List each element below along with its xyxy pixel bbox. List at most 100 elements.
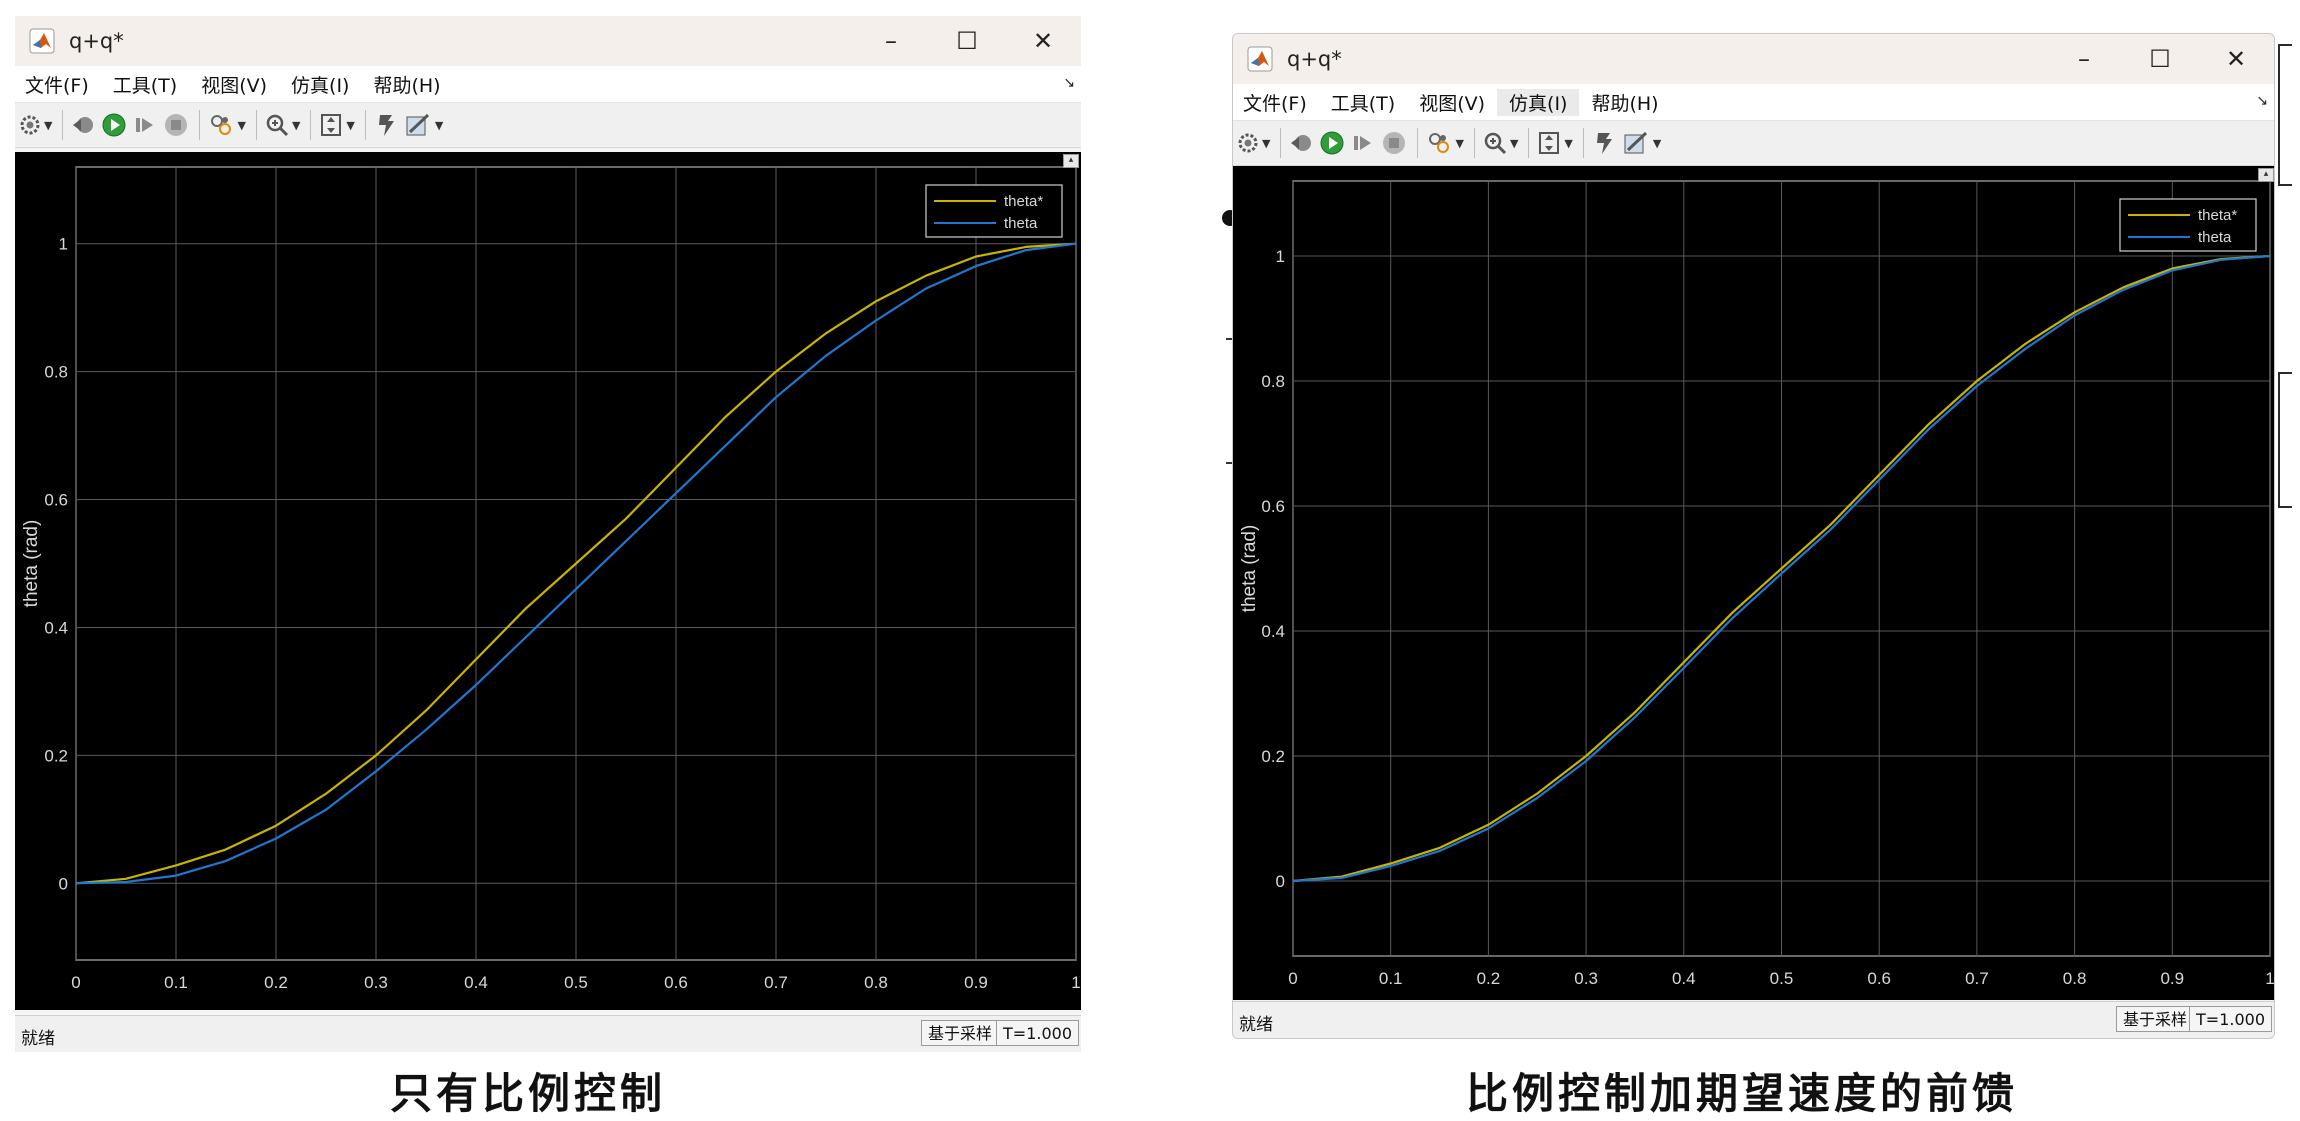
x-tick-label: 0.8 (2063, 969, 2087, 988)
close-button[interactable]: ✕ (2225, 45, 2247, 73)
maximize-button[interactable]: ☐ (956, 27, 978, 55)
run-button[interactable] (1319, 125, 1345, 161)
y-tick-label: 0.4 (1261, 622, 1285, 641)
y-tick-label: 1 (59, 235, 68, 254)
undock-icon[interactable]: ▴ (2258, 168, 2274, 182)
step-forward-icon (136, 118, 154, 132)
close-button[interactable]: ✕ (1032, 27, 1054, 55)
menu-tools[interactable]: 工具(T) (112, 74, 178, 97)
scope-plot-area[interactable]: 0 0.1 0.2 0.3 0.4 0.5 0.6 0.7 0.8 0.9 1 0 0.2 0.4 0.6 0… (15, 152, 1081, 1010)
step-forward-button[interactable] (133, 107, 157, 143)
stop-button[interactable] (163, 107, 189, 143)
signal-button[interactable] (374, 107, 398, 143)
status-bar: 就绪 基于采样 T=1.000 (15, 1015, 1081, 1052)
run-icon (1320, 131, 1344, 155)
y-tick-label: 0.8 (44, 363, 68, 382)
minimize-button[interactable]: – (2078, 45, 2090, 73)
highlight-icon (211, 115, 232, 135)
style-icon (406, 113, 429, 136)
toolbar-separator (1280, 128, 1282, 158)
scope-chart: 0 0.1 0.2 0.3 0.4 0.5 0.6 0.7 0.8 0.9 1 0 0.2 0.4 0.6 0… (1239, 180, 2274, 988)
menu-help[interactable]: 帮助(H) (1591, 92, 1659, 115)
maximize-button[interactable]: ☐ (2149, 45, 2171, 73)
highlight-button[interactable]: ▼ (1426, 125, 1464, 161)
x-tick-label: 0.4 (1672, 969, 1696, 988)
window-title: q+q* (1287, 47, 1342, 71)
step-forward-button[interactable] (1351, 125, 1375, 161)
step-back-icon (73, 117, 94, 133)
adjacent-window-edge (2278, 372, 2292, 508)
sim-time: T=1.000 (2189, 1006, 2272, 1032)
y-tick-label: 0.4 (44, 618, 68, 637)
step-forward-icon (1354, 136, 1372, 150)
sampling-mode: 基于采样 (2115, 1006, 2194, 1032)
signal-icon (1596, 133, 1612, 154)
step-back-button[interactable] (71, 107, 95, 143)
menu-help[interactable]: 帮助(H) (373, 74, 441, 97)
style-button[interactable]: ▼ (404, 107, 443, 143)
menu-tools[interactable]: 工具(T) (1330, 92, 1396, 115)
menu-simulation[interactable]: 仿真(I) (291, 74, 350, 97)
series-line-theta (75, 242, 1077, 885)
legend-entry: theta* (2198, 207, 2237, 224)
menu-file[interactable]: 文件(F) (25, 74, 89, 97)
x-tick-label: 0.1 (164, 973, 188, 992)
figure-caption: 只有比例控制 (390, 1069, 667, 1118)
autoscale-button[interactable]: ▼ (319, 107, 355, 143)
matlab-logo-icon (1247, 46, 1273, 72)
settings-button[interactable]: ▼ (1237, 125, 1270, 161)
y-tick-label: 0.6 (44, 491, 68, 510)
x-tick-label: 0 (71, 973, 80, 992)
menu-view[interactable]: 视图(V) (201, 74, 268, 97)
status-text: 就绪 (1239, 1015, 1273, 1035)
x-tick-label: 1 (1071, 973, 1080, 992)
stop-button[interactable] (1381, 125, 1407, 161)
style-icon (1624, 131, 1647, 154)
menu-simulation[interactable]: 仿真(I) (1497, 88, 1580, 116)
style-button[interactable]: ▼ (1622, 125, 1661, 161)
y-axis-label: theta (rad) (21, 520, 42, 608)
step-back-button[interactable] (1289, 125, 1313, 161)
menu-view[interactable]: 视图(V) (1419, 92, 1486, 115)
y-tick-label: 0.8 (1261, 372, 1285, 391)
title-bar[interactable]: q+q* – ☐ ✕ (15, 16, 1081, 66)
menu-expand-icon[interactable]: ↘ (1063, 75, 1075, 91)
toolbar-separator (255, 110, 257, 140)
run-button[interactable] (101, 107, 127, 143)
step-back-icon (1291, 135, 1312, 151)
x-tick-label: 0.9 (2160, 969, 2184, 988)
sim-time: T=1.000 (996, 1020, 1079, 1046)
zoom-button[interactable]: ▼ (1483, 125, 1518, 161)
legend-entry: theta (2198, 229, 2232, 246)
toolbar-separator (364, 110, 366, 140)
scope-plot-area[interactable]: 0 0.1 0.2 0.3 0.4 0.5 0.6 0.7 0.8 0.9 1 0 0.2 0.4 0.6 0… (1233, 166, 2274, 1000)
y-tick-label: 0.2 (44, 746, 68, 765)
menu-bar: 文件(F) 工具(T) 视图(V) 仿真(I) 帮助(H) ↘ (15, 66, 1081, 103)
title-bar[interactable]: q+q* – ☐ ✕ (1233, 34, 2274, 84)
minimize-button[interactable]: – (885, 27, 897, 55)
highlight-button[interactable]: ▼ (208, 107, 246, 143)
x-tick-label: 0.3 (364, 973, 388, 992)
x-tick-label: 0.4 (464, 973, 488, 992)
y-tick-label: 0.2 (1261, 747, 1285, 766)
settings-button[interactable]: ▼ (19, 107, 52, 143)
menu-file[interactable]: 文件(F) (1243, 92, 1307, 115)
x-tick-label: 0.2 (1477, 969, 1501, 988)
menu-expand-icon[interactable]: ↘ (2256, 93, 2268, 109)
x-tick-label: 0.7 (764, 973, 788, 992)
window-title: q+q* (69, 29, 124, 53)
toolbar: ▼ ▼ ▼ ▼ (1233, 121, 2274, 166)
x-tick-label: 0.3 (1574, 969, 1598, 988)
y-axis-label: theta (rad) (1239, 525, 1260, 613)
autoscale-button[interactable]: ▼ (1537, 125, 1573, 161)
x-tick-label: 0.5 (1770, 969, 1794, 988)
toolbar-separator (310, 110, 312, 140)
undock-icon[interactable]: ▴ (1063, 154, 1079, 168)
y-tick-label: 1 (1276, 247, 1285, 266)
signal-button[interactable] (1592, 125, 1616, 161)
x-tick-label: 0 (1288, 969, 1297, 988)
zoom-button[interactable]: ▼ (265, 107, 300, 143)
toolbar-separator (1582, 128, 1584, 158)
toolbar: ▼ ▼ ▼ ▼ (15, 103, 1081, 148)
scope-window-feedforward: q+q* – ☐ ✕ 文件(F) 工具(T) 视图(V) 仿真(I) 帮助(H)… (1232, 33, 2275, 1039)
